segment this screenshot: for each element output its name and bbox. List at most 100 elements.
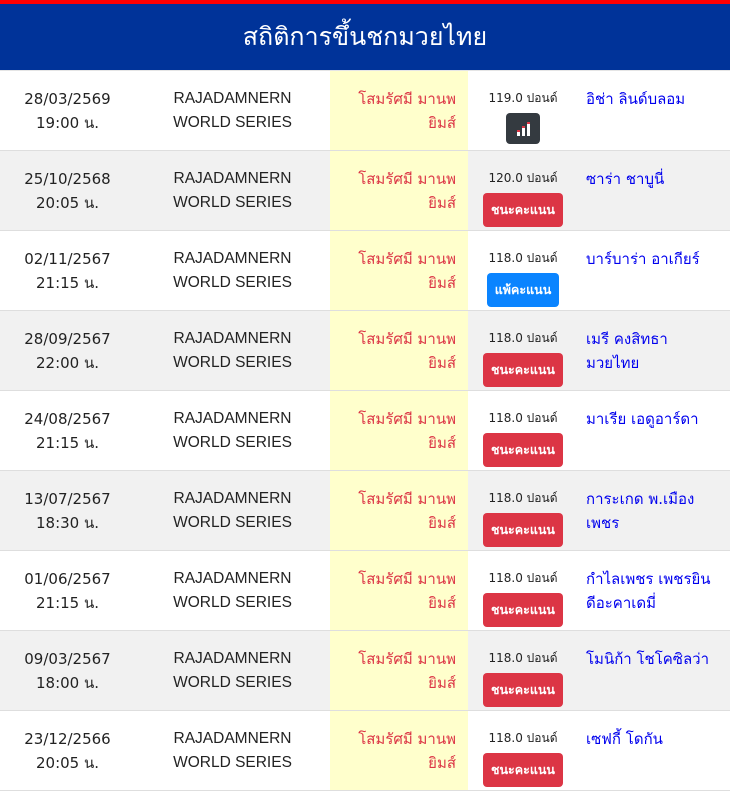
venue-line-2: WORLD SERIES	[173, 514, 292, 531]
fight-datetime: 02/11/2567 21:15 น.	[0, 231, 135, 310]
fighter-name-line-2: ยิมส์	[428, 434, 456, 452]
venue: RAJADAMNERN WORLD SERIES	[135, 711, 330, 790]
weight-result: 119.0 ปอนด์	[468, 71, 578, 150]
opponent-link[interactable]: อิช่า ลินด์บลอม	[586, 90, 686, 108]
fighter-name-line-1: โสมรัศมี มานพ	[358, 650, 456, 668]
table-row: 09/03/2567 18:00 น. RAJADAMNERN WORLD SERI…	[0, 631, 730, 711]
weight-result: 120.0 ปอนด์ชนะคะแนน	[468, 151, 578, 230]
venue-line-1: RAJADAMNERN	[173, 250, 292, 267]
fighter-name-line-2: ยิมส์	[428, 114, 456, 132]
result-badge: ชนะคะแนน	[483, 433, 563, 467]
venue-line-1: RAJADAMNERN	[173, 730, 292, 747]
fight-date: 24/08/2567	[24, 410, 111, 428]
fighter-name: โสมรัศมี มานพยิมส์	[330, 631, 468, 710]
fighter-name-line-2: ยิมส์	[428, 594, 456, 612]
chart-bar-icon	[526, 122, 530, 136]
venue-line-2: WORLD SERIES	[173, 274, 292, 291]
fight-datetime: 28/03/2569 19:00 น.	[0, 71, 135, 150]
venue-line-2: WORLD SERIES	[173, 194, 292, 211]
opponent-link[interactable]: กำไลเพชร เพชรยิน ดีอะคาเดมี่	[586, 570, 711, 612]
venue: RAJADAMNERN WORLD SERIES	[135, 471, 330, 550]
fighter-name-line-1: โสมรัศมี มานพ	[358, 730, 456, 748]
opponent-link[interactable]: บาร์บาร่า อาเกียร์	[586, 250, 700, 268]
fighter-name-line-2: ยิมส์	[428, 194, 456, 212]
fight-time: 18:00 น.	[35, 674, 100, 692]
weight: 120.0 ปอนด์	[488, 171, 558, 185]
weight: 119.0 ปอนด์	[488, 91, 558, 105]
weight-result: 118.0 ปอนด์ ชนะคะแนน	[468, 711, 578, 790]
fight-date: 02/11/2567	[24, 250, 111, 268]
fight-time: 20:05 น.	[35, 194, 100, 212]
weight: 118.0 ปอนด์	[488, 571, 558, 585]
fight-time: 22:00 น.	[35, 354, 100, 372]
table-row: 13/07/2567 18:30 น. RAJADAMNERN WORLD SERI…	[0, 471, 730, 551]
weight-result: 118.0 ปอนด์ แพ้คะแนน	[468, 231, 578, 310]
fighter-name: โสมรัศมี มานพยิมส์	[330, 711, 468, 790]
fighter-name: โสมรัศมี มานพยิมส์	[330, 151, 468, 230]
table-row: 28/09/2567 22:00 น. RAJADAMNERN WORLD SERI…	[0, 311, 730, 391]
fighter-name-line-1: โสมรัศมี มานพ	[358, 170, 456, 188]
fight-date: 09/03/2567	[24, 650, 111, 668]
fight-datetime: 09/03/2567 18:00 น.	[0, 631, 135, 710]
venue-line-1: RAJADAMNERN	[173, 90, 292, 107]
venue-line-1: RAJADAMNERN	[173, 490, 292, 507]
fighter-name-line-1: โสมรัศมี มานพ	[358, 90, 456, 108]
fighter-name: โสมรัศมี มานพ ยิมส์	[330, 311, 468, 390]
weight-result: 118.0 ปอนด์ชนะคะแนน	[468, 391, 578, 470]
fighter-name: โสมรัศมี มานพ ยิมส์	[330, 551, 468, 630]
stats-chart-button[interactable]	[506, 113, 540, 144]
weight-result: 118.0 ปอนด์ชนะคะแนน	[468, 471, 578, 550]
result-badge: แพ้คะแนน	[486, 273, 560, 307]
fighter-name-line-2: ยิมส์	[428, 754, 456, 772]
fight-datetime: 25/10/2568 20:05 น.	[0, 151, 135, 230]
venue-line-2: WORLD SERIES	[173, 674, 292, 691]
weight-result: 118.0 ปอนด์ ชนะคะแนน	[468, 631, 578, 710]
chart-bar-icon	[521, 126, 525, 136]
fighter-name: โสมรัศมี มานพยิมส์	[330, 71, 468, 150]
table-row: 24/08/2567 21:15 น. RAJADAMNERN WORLD SERI…	[0, 391, 730, 471]
weight: 118.0 ปอนด์	[488, 331, 558, 345]
table-row: 01/06/2567 21:15 น. RAJADAMNERN WORLD SERI…	[0, 551, 730, 631]
fighter-name-line-1: โสมรัศมี มานพ	[358, 250, 456, 268]
venue-line-2: WORLD SERIES	[173, 114, 292, 131]
fight-datetime: 24/08/2567 21:15 น.	[0, 391, 135, 470]
opponent-link[interactable]: การะเกด พ.เมือง เพชร	[586, 490, 695, 532]
weight: 118.0 ปอนด์	[488, 651, 558, 665]
venue-line-1: RAJADAMNERN	[173, 650, 292, 667]
fight-date: 28/09/2567	[24, 330, 111, 348]
fight-time: 21:15 น.	[35, 274, 100, 292]
table-row: 23/12/2566 20:05 น. RAJADAMNERN WORLD SERI…	[0, 711, 730, 791]
fight-date: 23/12/2566	[24, 730, 111, 748]
weight: 118.0 ปอนด์	[488, 491, 558, 505]
fighter-name-line-2: ยิมส์	[428, 674, 456, 692]
venue: RAJADAMNERN WORLD SERIES	[135, 391, 330, 470]
venue-line-2: WORLD SERIES	[173, 434, 292, 451]
venue: RAJADAMNERN WORLD SERIES	[135, 311, 330, 390]
fight-date: 28/03/2569	[24, 90, 111, 108]
weight: 118.0 ปอนด์	[488, 411, 558, 425]
venue-line-1: RAJADAMNERN	[173, 570, 292, 587]
result-badge: ชนะคะแนน	[483, 753, 563, 787]
opponent-link[interactable]: เมรี คงสิทธา มวยไทย	[586, 330, 668, 372]
result-badge: ชนะคะแนน	[483, 193, 563, 227]
fight-datetime: 01/06/2567 21:15 น.	[0, 551, 135, 630]
opponent-link[interactable]: โมนิก้า โชโคซิลว่า	[586, 650, 710, 668]
result-badge: ชนะคะแนน	[483, 353, 563, 387]
fighter-name-line-2: ยิมส์	[428, 514, 456, 532]
fight-time: 20:05 น.	[35, 754, 100, 772]
weight-result: 118.0 ปอนด์ชนะคะแนน	[468, 311, 578, 390]
fight-time: 19:00 น.	[35, 114, 100, 132]
weight-result: 118.0 ปอนด์ ชนะคะแนน	[468, 551, 578, 630]
opponent-link[interactable]: เซฟกี้ โดกัน	[586, 730, 663, 748]
venue-line-1: RAJADAMNERN	[173, 170, 292, 187]
venue-line-1: RAJADAMNERN	[173, 410, 292, 427]
table-row: 25/10/2568 20:05 น. RAJADAMNERN WORLD SERI…	[0, 151, 730, 231]
opponent-link[interactable]: มาเรีย เอดูอาร์ดา	[586, 410, 699, 428]
result-badge: ชนะคะแนน	[483, 513, 563, 547]
venue-line-1: RAJADAMNERN	[173, 330, 292, 347]
opponent-link[interactable]: ซาร่า ชาบูนี่	[586, 170, 665, 188]
fight-time: 21:15 น.	[35, 594, 100, 612]
venue-line-2: WORLD SERIES	[173, 754, 292, 771]
fight-time: 18:30 น.	[35, 514, 100, 532]
fight-date: 13/07/2567	[24, 490, 111, 508]
